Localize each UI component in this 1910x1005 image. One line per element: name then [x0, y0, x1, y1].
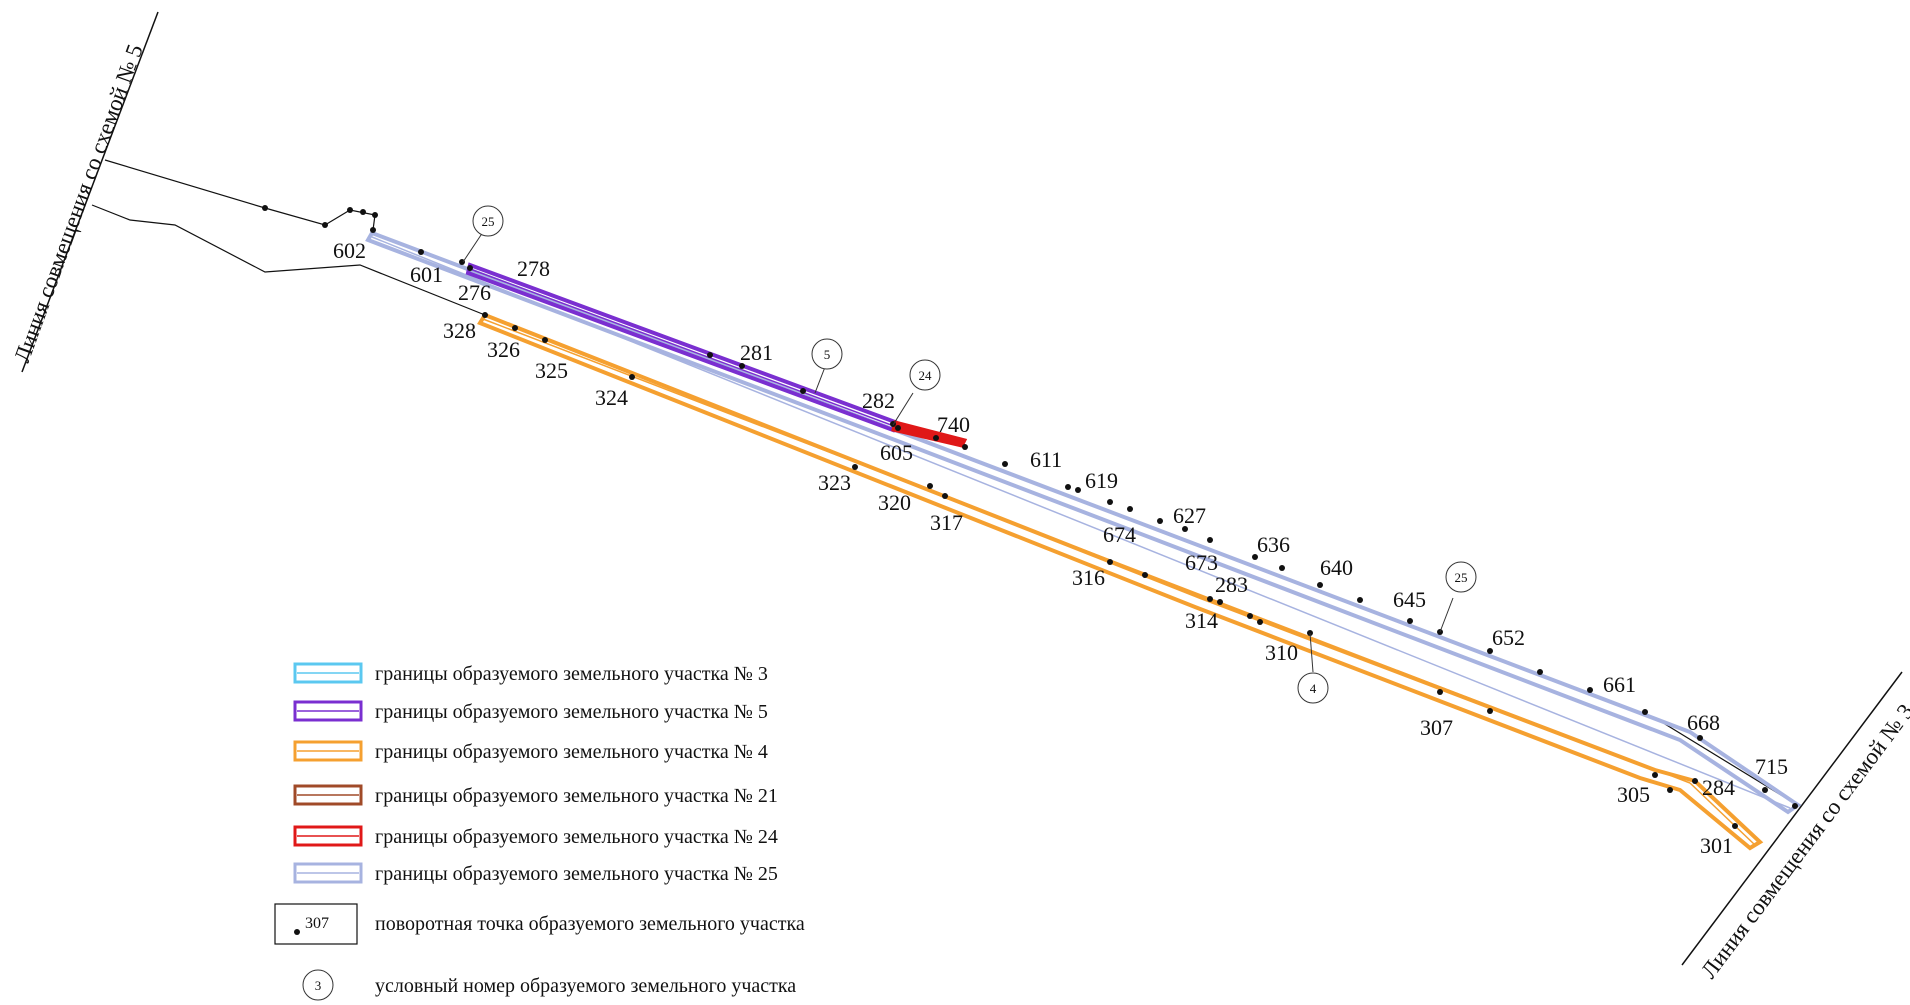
legend-swatch-24	[293, 825, 363, 847]
point-label-325: 325	[535, 358, 568, 383]
point-label-619: 619	[1085, 468, 1118, 493]
point-label-310: 310	[1265, 640, 1298, 665]
point-label-283: 283	[1215, 572, 1248, 597]
legend-circle-label: условный номер образуемого земельного уч…	[375, 975, 796, 997]
point-label-673: 673	[1185, 550, 1218, 575]
plot-4-boundary	[477, 312, 1764, 851]
point-label-328: 328	[443, 318, 476, 343]
plot-number-circle-25b	[1445, 561, 1477, 593]
plot-5-inner	[469, 268, 895, 427]
point-label-305: 305	[1617, 782, 1650, 807]
legend-label-4: границы образуемого земельного участка №…	[375, 741, 768, 763]
plot-number-25a: 25	[482, 214, 495, 229]
legend-point-sample: 307	[305, 915, 329, 932]
point-label-317: 317	[930, 510, 963, 535]
point-label-282: 282	[862, 388, 895, 413]
point-label-276: 276	[458, 280, 491, 305]
legend-label-3: границы образуемого земельного участка №…	[375, 663, 768, 685]
point-label-602: 602	[333, 238, 366, 263]
plot-number-5: 5	[824, 347, 831, 362]
plot-4-inner-end	[1689, 782, 1756, 846]
point-label-281: 281	[740, 340, 773, 365]
legend-circle-number: 3	[315, 978, 322, 993]
legend-label-24: границы образуемого земельного участка №…	[375, 826, 778, 848]
point-label-627: 627	[1173, 503, 1206, 528]
plot-number-24: 24	[919, 368, 933, 383]
combination-line-right	[1681, 671, 1903, 966]
point-label-601: 601	[410, 262, 443, 287]
plot-number-circle-24	[909, 359, 941, 391]
point-label-605: 605	[880, 440, 913, 465]
plot-number-circle-4	[1297, 672, 1329, 704]
point-label-324: 324	[595, 385, 628, 410]
legend-swatch-4	[293, 740, 363, 762]
plot-number-callouts	[462, 231, 1454, 673]
point-label-668: 668	[1687, 710, 1720, 735]
legend-point-dot	[294, 929, 300, 935]
plot-number-circle-25a	[472, 205, 504, 237]
plot-number-25b: 25	[1455, 570, 1468, 585]
legend-label-25: границы образуемого земельного участка №…	[375, 863, 778, 885]
combination-line-left	[21, 11, 159, 373]
point-label-611: 611	[1030, 447, 1062, 472]
existing-boundary-south	[91, 204, 486, 316]
point-label-323: 323	[818, 470, 851, 495]
combination-line-left-label: Линия совмещения со схемой № 5	[9, 41, 148, 366]
legend-swatch-5	[293, 700, 363, 722]
legend-point-label: поворотная точка образуемого земельного …	[375, 913, 805, 935]
point-label-640: 640	[1320, 555, 1353, 580]
point-label-652: 652	[1492, 625, 1525, 650]
legend-swatch-25	[293, 862, 363, 884]
legend-swatch-21	[293, 784, 363, 806]
point-label-645: 645	[1393, 587, 1426, 612]
plot-24-boundary	[891, 420, 968, 448]
legend-circle-sample	[302, 969, 334, 1001]
point-label-661: 661	[1603, 672, 1636, 697]
point-label-314: 314	[1185, 608, 1218, 633]
point-label-636: 636	[1257, 532, 1290, 557]
legend-point-box	[274, 903, 358, 945]
legend: границы образуемого земельного участка №…	[274, 662, 805, 1001]
point-label-284: 284	[1702, 775, 1735, 800]
existing-boundary-north	[104, 159, 376, 236]
point-label-278: 278	[517, 256, 550, 281]
point-label-301: 301	[1700, 833, 1733, 858]
legend-label-5: границы образуемого земельного участка №…	[375, 701, 768, 723]
turning-points	[262, 205, 1798, 829]
legend-label-21: границы образуемого земельного участка №…	[375, 785, 778, 807]
plot-4-inner	[482, 318, 1691, 784]
point-label-326: 326	[487, 337, 520, 362]
point-label-674: 674	[1103, 522, 1136, 547]
point-label-316: 316	[1072, 565, 1105, 590]
point-label-320: 320	[878, 490, 911, 515]
point-label-307: 307	[1420, 715, 1453, 740]
point-label-715: 715	[1755, 754, 1788, 779]
point-label-740: 740	[937, 412, 970, 437]
plot-25-inner	[371, 236, 1791, 809]
plot-number-4: 4	[1310, 681, 1317, 696]
plot-number-circle-5	[811, 338, 843, 370]
legend-swatch-3	[293, 662, 363, 684]
